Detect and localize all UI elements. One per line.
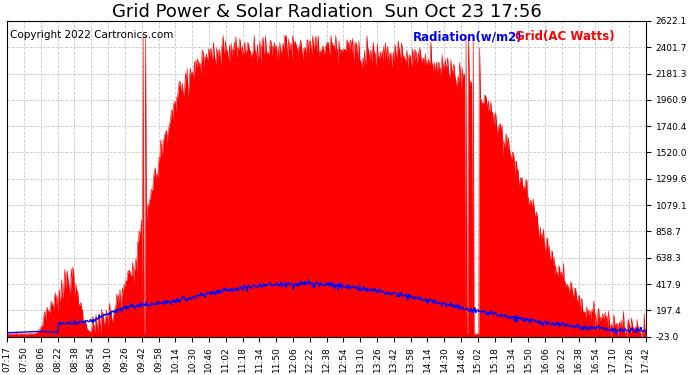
Text: Copyright 2022 Cartronics.com: Copyright 2022 Cartronics.com bbox=[10, 30, 174, 40]
Text: Radiation(w/m2): Radiation(w/m2) bbox=[413, 30, 522, 44]
Title: Grid Power & Solar Radiation  Sun Oct 23 17:56: Grid Power & Solar Radiation Sun Oct 23 … bbox=[112, 3, 542, 21]
Text: Grid(AC Watts): Grid(AC Watts) bbox=[515, 30, 615, 44]
